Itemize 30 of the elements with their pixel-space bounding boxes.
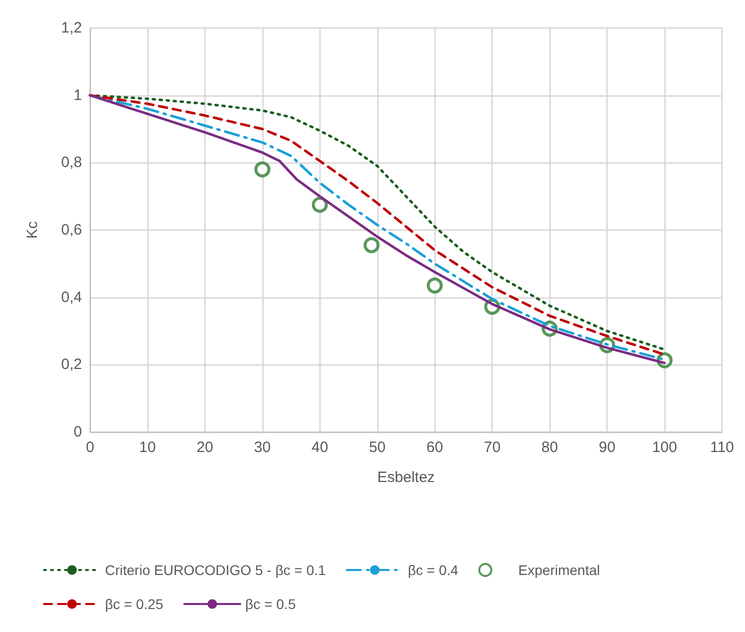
x-tick-label: 50 — [368, 439, 386, 456]
x-tick-label: 10 — [139, 439, 156, 456]
legend-label: Experimental — [518, 562, 600, 578]
y-tick-label: 1,2 — [61, 20, 82, 36]
point — [426, 278, 443, 294]
y-tick-label: 1 — [74, 86, 82, 104]
legend-label: Criterio EUROCODIGO 5 - βc = 0.1 — [105, 562, 326, 578]
x-tick-label: 110 — [710, 439, 734, 456]
x-tick-label: 60 — [426, 439, 444, 456]
legend-label: βc = 0.5 — [245, 596, 296, 612]
y-tick-label: 0,2 — [61, 356, 82, 374]
y-tick-label: 0,6 — [61, 222, 82, 238]
y-axis-title: Kc — [24, 220, 41, 239]
y-tick-label: 0 — [74, 424, 82, 440]
x-tick-label: 90 — [598, 439, 616, 456]
y-tick-label: 0,8 — [61, 154, 82, 172]
x-tick-label: 100 — [652, 439, 678, 456]
legend-label: βc = 0.4 — [408, 562, 459, 578]
x-axis-title: Esbeltez — [377, 469, 435, 486]
point — [312, 196, 328, 213]
x-tick-label: 80 — [541, 439, 558, 456]
point — [364, 237, 380, 254]
legend-label: βc = 0.25 — [105, 596, 164, 612]
x-tick-label: 0 — [86, 439, 94, 456]
x-tick-label: 70 — [484, 439, 501, 456]
y-tick-label: 0,4 — [61, 288, 82, 306]
x-tick-label: 30 — [254, 439, 271, 456]
x-tick-label: 20 — [196, 439, 214, 456]
x-tick-label: 40 — [311, 439, 328, 456]
point — [254, 161, 270, 178]
